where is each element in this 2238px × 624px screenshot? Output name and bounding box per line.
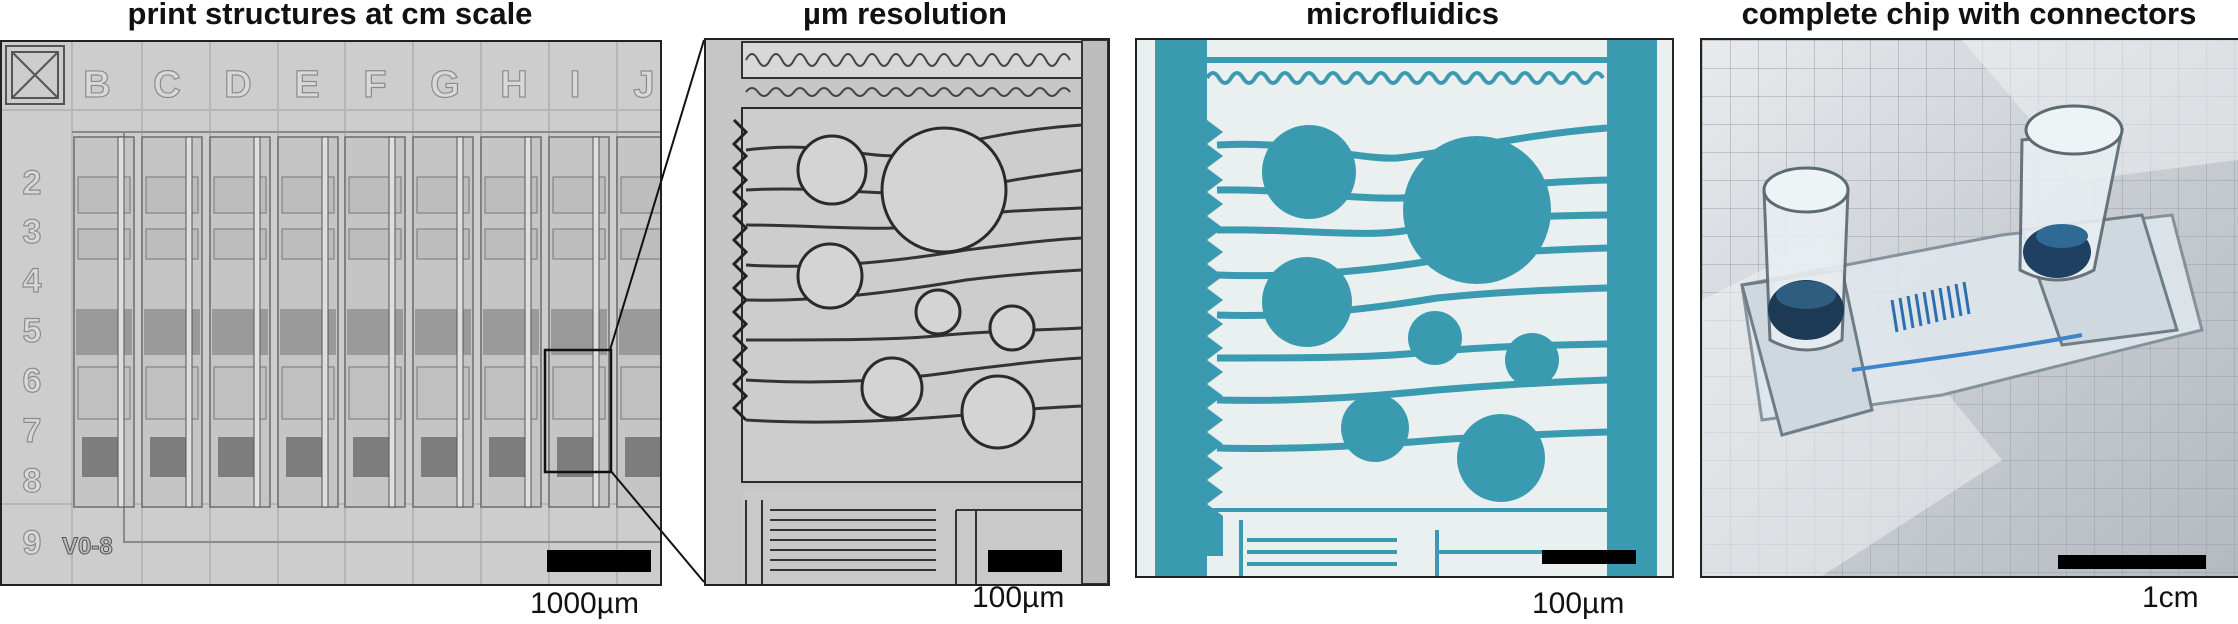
row-number: 5 <box>23 312 42 350</box>
panel4-photo <box>1700 38 2238 578</box>
module-7 <box>548 136 610 508</box>
row-number: 6 <box>23 362 42 400</box>
panel3-micrograph <box>1135 38 1674 578</box>
panel3-scale-label: 100µm <box>1532 587 1625 620</box>
panel2-title: µm resolution <box>803 0 1007 31</box>
module-2 <box>209 136 271 508</box>
panel4-scale-label: 1cm <box>2142 581 2199 614</box>
panel1-scale-label: 1000µm <box>530 587 640 620</box>
column-letter: C <box>153 64 180 106</box>
column-letter: B <box>83 64 110 106</box>
column-letter: D <box>224 64 251 106</box>
right-reservoir <box>2018 104 2124 282</box>
scale-bar <box>547 550 651 572</box>
row-number: 4 <box>23 262 42 300</box>
zoom-region-box <box>543 348 613 474</box>
column-letter: E <box>294 64 319 106</box>
module-6 <box>480 136 542 508</box>
panel3-title: microfluidics <box>1306 0 1499 31</box>
row-number: 8 <box>23 462 42 500</box>
module-5 <box>412 136 474 508</box>
panel1-title: print structures at cm scale <box>127 0 533 31</box>
column-letter: J <box>633 64 654 106</box>
column-letter: H <box>500 64 527 106</box>
module-3 <box>277 136 339 508</box>
panel1-micrograph: B C D E F G H I J 2 3 4 5 6 7 8 9 V0-8 <box>0 40 662 586</box>
panel2-scale-label: 100µm <box>972 581 1065 614</box>
zoom-lines <box>609 39 705 583</box>
version-label: V0-8 <box>62 533 113 560</box>
row-number: 7 <box>23 412 42 450</box>
scale-bar <box>2058 555 2206 569</box>
column-letter: G <box>430 64 460 106</box>
scale-bar <box>1542 550 1636 564</box>
module-4 <box>344 136 406 508</box>
panel4-title: complete chip with connectors <box>1741 0 2197 31</box>
module-8 <box>616 136 660 508</box>
module-1 <box>141 136 203 508</box>
row-number: 9 <box>23 524 42 562</box>
row-number: 2 <box>23 164 42 202</box>
logo-box <box>5 45 65 105</box>
scale-bar <box>988 550 1062 572</box>
column-letter: I <box>570 64 581 106</box>
module-0 <box>73 136 135 508</box>
row-number: 3 <box>23 213 42 251</box>
panel4-svg <box>1702 40 2238 576</box>
panel2-micrograph <box>704 38 1110 586</box>
panel3-svg <box>1137 40 1672 576</box>
panel1-svg: B C D E F G H I J 2 3 4 5 6 7 8 9 V0-8 <box>2 42 660 584</box>
left-reservoir <box>1762 166 1850 352</box>
column-letter: F <box>363 64 386 106</box>
panel2-svg <box>706 40 1108 584</box>
